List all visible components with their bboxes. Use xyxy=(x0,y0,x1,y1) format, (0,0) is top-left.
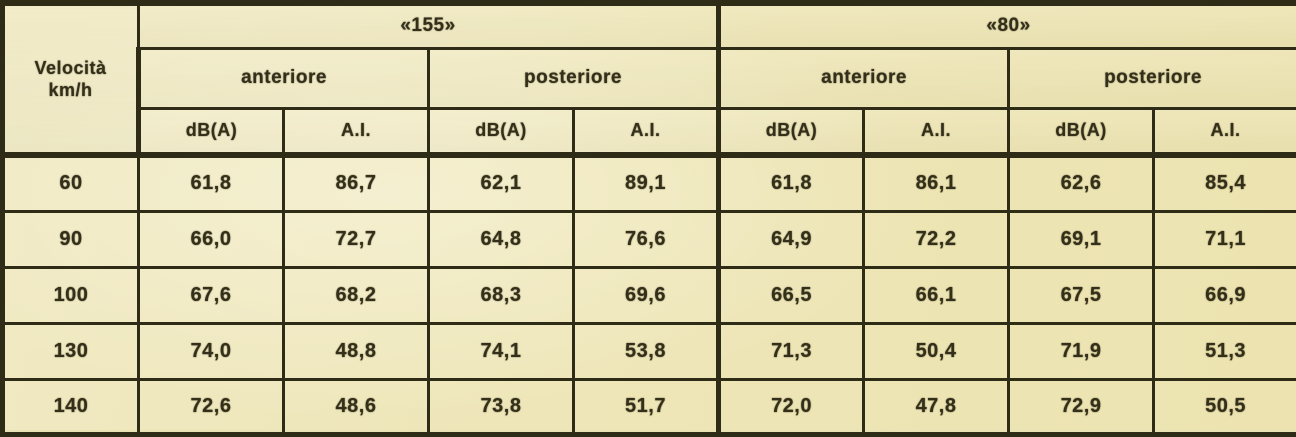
value-cell: 68,2 xyxy=(284,267,429,323)
value-cell: 61,8 xyxy=(719,155,864,211)
section-header-80-anteriore: anteriore xyxy=(719,48,1009,108)
value-cell: 66,5 xyxy=(719,267,864,323)
table-row: 130 74,0 48,8 74,1 53,8 71,3 50,4 71,9 5… xyxy=(3,323,1296,379)
value-cell: 61,8 xyxy=(139,155,284,211)
value-cell: 64,8 xyxy=(429,211,574,267)
value-cell: 66,1 xyxy=(864,267,1009,323)
speed-cell: 60 xyxy=(3,155,139,211)
speed-cell: 100 xyxy=(3,267,139,323)
value-cell: 50,4 xyxy=(864,323,1009,379)
value-cell: 72,2 xyxy=(864,211,1009,267)
value-cell: 62,6 xyxy=(1009,155,1154,211)
speed-cell: 130 xyxy=(3,323,139,379)
metric-header-ai: A.I. xyxy=(574,108,719,155)
value-cell: 51,7 xyxy=(574,379,719,434)
value-cell: 69,1 xyxy=(1009,211,1154,267)
value-cell: 48,6 xyxy=(284,379,429,434)
value-cell: 66,0 xyxy=(139,211,284,267)
value-cell: 85,4 xyxy=(1154,155,1296,211)
group-header-80: «80» xyxy=(719,3,1296,48)
value-cell: 67,6 xyxy=(139,267,284,323)
value-cell: 48,8 xyxy=(284,323,429,379)
metric-header-ai: A.I. xyxy=(864,108,1009,155)
value-cell: 47,8 xyxy=(864,379,1009,434)
value-cell: 64,9 xyxy=(719,211,864,267)
value-cell: 76,6 xyxy=(574,211,719,267)
value-cell: 89,1 xyxy=(574,155,719,211)
value-cell: 73,8 xyxy=(429,379,574,434)
value-cell: 67,5 xyxy=(1009,267,1154,323)
table-row: 60 61,8 86,7 62,1 89,1 61,8 86,1 62,6 85… xyxy=(3,155,1296,211)
speed-cell: 90 xyxy=(3,211,139,267)
value-cell: 72,9 xyxy=(1009,379,1154,434)
value-cell: 72,0 xyxy=(719,379,864,434)
corner-header-line2: km/h xyxy=(5,79,136,102)
section-header-155-anteriore: anteriore xyxy=(139,48,429,108)
value-cell: 74,1 xyxy=(429,323,574,379)
metric-header-ai: A.I. xyxy=(1154,108,1296,155)
value-cell: 72,7 xyxy=(284,211,429,267)
metric-header-dba: dB(A) xyxy=(719,108,864,155)
metric-header-ai: A.I. xyxy=(284,108,429,155)
value-cell: 86,1 xyxy=(864,155,1009,211)
speed-cell: 140 xyxy=(3,379,139,434)
value-cell: 71,1 xyxy=(1154,211,1296,267)
value-cell: 66,9 xyxy=(1154,267,1296,323)
table-row: 100 67,6 68,2 68,3 69,6 66,5 66,1 67,5 6… xyxy=(3,267,1296,323)
metric-header-dba: dB(A) xyxy=(139,108,284,155)
table-row: 140 72,6 48,6 73,8 51,7 72,0 47,8 72,9 5… xyxy=(3,379,1296,434)
value-cell: 69,6 xyxy=(574,267,719,323)
value-cell: 68,3 xyxy=(429,267,574,323)
metric-header-dba: dB(A) xyxy=(429,108,574,155)
value-cell: 86,7 xyxy=(284,155,429,211)
value-cell: 62,1 xyxy=(429,155,574,211)
value-cell: 51,3 xyxy=(1154,323,1296,379)
value-cell: 72,6 xyxy=(139,379,284,434)
group-header-155: «155» xyxy=(139,3,719,48)
value-cell: 71,9 xyxy=(1009,323,1154,379)
metric-header-dba: dB(A) xyxy=(1009,108,1154,155)
corner-header-velocita-kmh: Velocità km/h xyxy=(3,3,139,155)
value-cell: 53,8 xyxy=(574,323,719,379)
value-cell: 74,0 xyxy=(139,323,284,379)
value-cell: 50,5 xyxy=(1154,379,1296,434)
section-header-80-posteriore: posteriore xyxy=(1009,48,1296,108)
corner-header-line1: Velocità xyxy=(5,57,136,80)
value-cell: 71,3 xyxy=(719,323,864,379)
section-header-155-posteriore: posteriore xyxy=(429,48,719,108)
table-row: 90 66,0 72,7 64,8 76,6 64,9 72,2 69,1 71… xyxy=(3,211,1296,267)
